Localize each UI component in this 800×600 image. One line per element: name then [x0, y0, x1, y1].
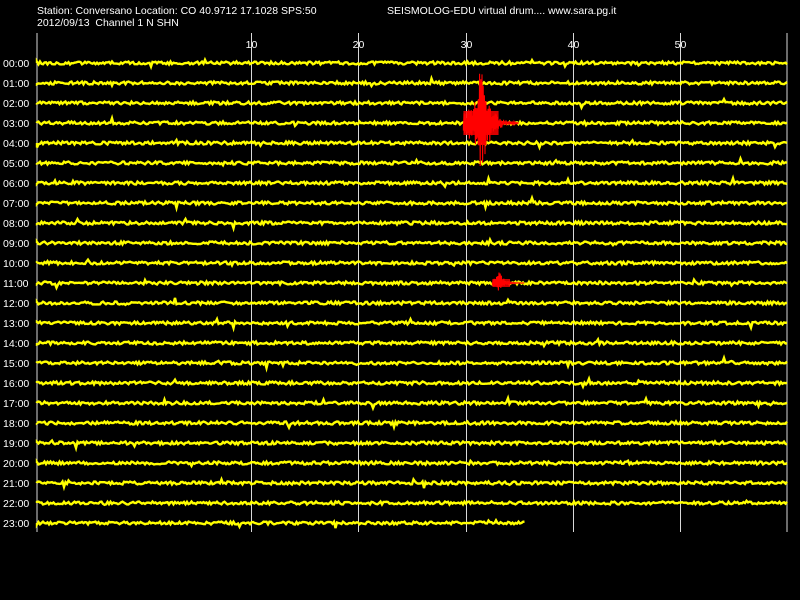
row-label-1600: 16:00 [3, 378, 29, 390]
x-tick-label-40: 40 [568, 39, 580, 51]
row-label-0000: 00:00 [3, 58, 29, 70]
x-tick-label-10: 10 [246, 39, 258, 51]
row-label-0200: 02:00 [3, 98, 29, 110]
trace-2000 [35, 458, 788, 469]
row-label-1300: 13:00 [3, 318, 29, 330]
row-label-0900: 09:00 [3, 238, 29, 250]
station-info: Station: Conversano Location: CO 40.9712… [37, 5, 317, 17]
x-tick-labels: 10 20 30 40 50 [246, 39, 687, 51]
trace-0500 [35, 155, 788, 168]
trace-1300 [35, 315, 788, 333]
row-label-1700: 17:00 [3, 398, 29, 410]
row-label-1800: 18:00 [3, 418, 29, 430]
trace-2300 [35, 517, 525, 530]
trace-0100 [35, 74, 788, 89]
row-label-1900: 19:00 [3, 438, 29, 450]
row-label-0700: 07:00 [3, 198, 29, 210]
trace-0000 [35, 56, 788, 71]
trace-1500 [35, 354, 788, 373]
brand-info: SEISMOLOG-EDU virtual drum.... www.sara.… [387, 5, 617, 17]
trace-0700 [35, 194, 788, 213]
trace-0600 [35, 174, 788, 190]
row-label-1400: 14:00 [3, 338, 29, 350]
row-labels: 00:00 01:00 02:00 03:00 04:00 05:00 06:00 07:00… [3, 58, 29, 530]
event-2-body [492, 279, 511, 287]
events [462, 73, 525, 291]
trace-1700 [35, 394, 788, 412]
trace-0400 [35, 137, 788, 151]
row-label-0600: 06:00 [3, 178, 29, 190]
trace-1200 [35, 297, 788, 307]
row-label-1500: 15:00 [3, 358, 29, 370]
trace-0800 [35, 216, 788, 233]
traces [35, 56, 788, 530]
trace-1400 [35, 336, 788, 349]
trace-1600 [35, 375, 788, 390]
row-label-0400: 04:00 [3, 138, 29, 150]
row-label-2200: 22:00 [3, 498, 29, 510]
trace-1900 [35, 438, 788, 453]
row-label-1100: 11:00 [3, 278, 29, 290]
trace-2200 [35, 498, 788, 507]
x-tick-label-30: 30 [461, 39, 473, 51]
row-label-2100: 21:00 [3, 478, 29, 490]
row-label-0100: 01:00 [3, 78, 29, 90]
trace-1800 [35, 418, 788, 432]
row-label-1000: 10:00 [3, 258, 29, 270]
row-label-0500: 05:00 [3, 158, 29, 170]
trace-0900 [35, 236, 788, 248]
trace-0200 [35, 96, 788, 111]
x-tick-label-20: 20 [353, 39, 365, 51]
trace-2100 [35, 476, 788, 492]
row-label-2300: 23:00 [3, 518, 29, 530]
row-label-0800: 08:00 [3, 218, 29, 230]
trace-1000 [35, 257, 788, 268]
trace-0300 [35, 113, 788, 129]
trace-1100 [35, 277, 788, 291]
event-1-core [477, 101, 487, 145]
date-channel-info: 2012/09/13 Channel 1 N SHN [37, 17, 179, 29]
row-label-2000: 20:00 [3, 458, 29, 470]
x-tick-label-50: 50 [675, 39, 687, 51]
row-label-0300: 03:00 [3, 118, 29, 130]
row-label-1200: 12:00 [3, 298, 29, 310]
